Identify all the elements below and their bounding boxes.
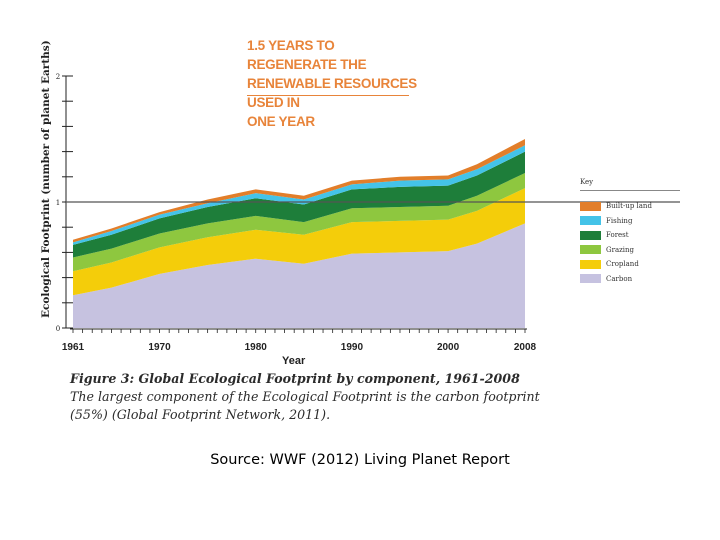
caption-text: The largest component of the Ecological … xyxy=(70,389,540,422)
legend-item: Fishing xyxy=(580,214,680,229)
x-tick-label: 2008 xyxy=(514,342,537,353)
legend-swatch xyxy=(580,216,601,226)
legend-item: Grazing xyxy=(580,243,680,258)
legend-label: Fishing xyxy=(606,216,633,225)
legend-title: Key xyxy=(580,178,594,186)
x-tick-label: 1970 xyxy=(148,342,171,353)
legend-item: Forest xyxy=(580,228,680,243)
x-tick-label: 1990 xyxy=(341,342,364,353)
x-tick-label: 1961 xyxy=(62,342,85,353)
area-grazing xyxy=(73,173,525,272)
legend-label: Cropland xyxy=(606,260,639,269)
legend-item: Cropland xyxy=(580,257,680,272)
legend-rule xyxy=(580,190,680,191)
legend-item: Built-up land xyxy=(580,199,680,214)
figure-caption: Figure 3: Global Ecological Footprint by… xyxy=(70,370,540,424)
legend-swatch xyxy=(580,259,601,269)
legend-swatch xyxy=(580,245,601,255)
legend-label: Forest xyxy=(606,231,629,240)
headline-line-3: ONE YEAR xyxy=(247,114,315,129)
y-tick-label: 1 xyxy=(56,199,60,207)
x-axis-label: Year xyxy=(282,355,306,367)
caption-bold: Figure 3: Global Ecological Footprint by… xyxy=(70,371,520,386)
legend-item: Carbon xyxy=(580,272,680,287)
legend-swatch xyxy=(580,230,601,240)
legend-swatch xyxy=(580,201,601,211)
legend-label: Carbon xyxy=(606,274,633,283)
legend-items: Built-up land Fishing Forest Grazing Croplan… xyxy=(580,199,680,286)
headline-rule xyxy=(247,95,409,96)
legend: Key Built-up land Fishing Forest Grazing Cro… xyxy=(580,178,680,286)
legend-swatch xyxy=(580,274,601,284)
y-axis-label: Ecological Footprint (number of planet E… xyxy=(40,40,52,318)
source-text: Source: WWF (2012) Living Planet Report xyxy=(210,452,510,468)
headline-line-1: 1.5 YEARS TO REGENERATE THE xyxy=(247,38,367,72)
y-tick-label: 0 xyxy=(56,325,60,333)
x-tick-label: 1980 xyxy=(245,342,268,353)
legend-label: Grazing xyxy=(606,245,635,254)
area-carbon xyxy=(73,223,525,328)
area-forest xyxy=(73,151,525,258)
y-tick-label: 2 xyxy=(56,73,60,81)
chart-headline: 1.5 YEARS TO REGENERATE THE RENEWABLE RE… xyxy=(247,36,417,131)
headline-line-2: RENEWABLE RESOURCES USED IN xyxy=(247,76,417,110)
x-tick-label: 2000 xyxy=(437,342,460,353)
legend-label: Built-up land xyxy=(606,202,652,211)
area-cropland xyxy=(73,188,525,296)
